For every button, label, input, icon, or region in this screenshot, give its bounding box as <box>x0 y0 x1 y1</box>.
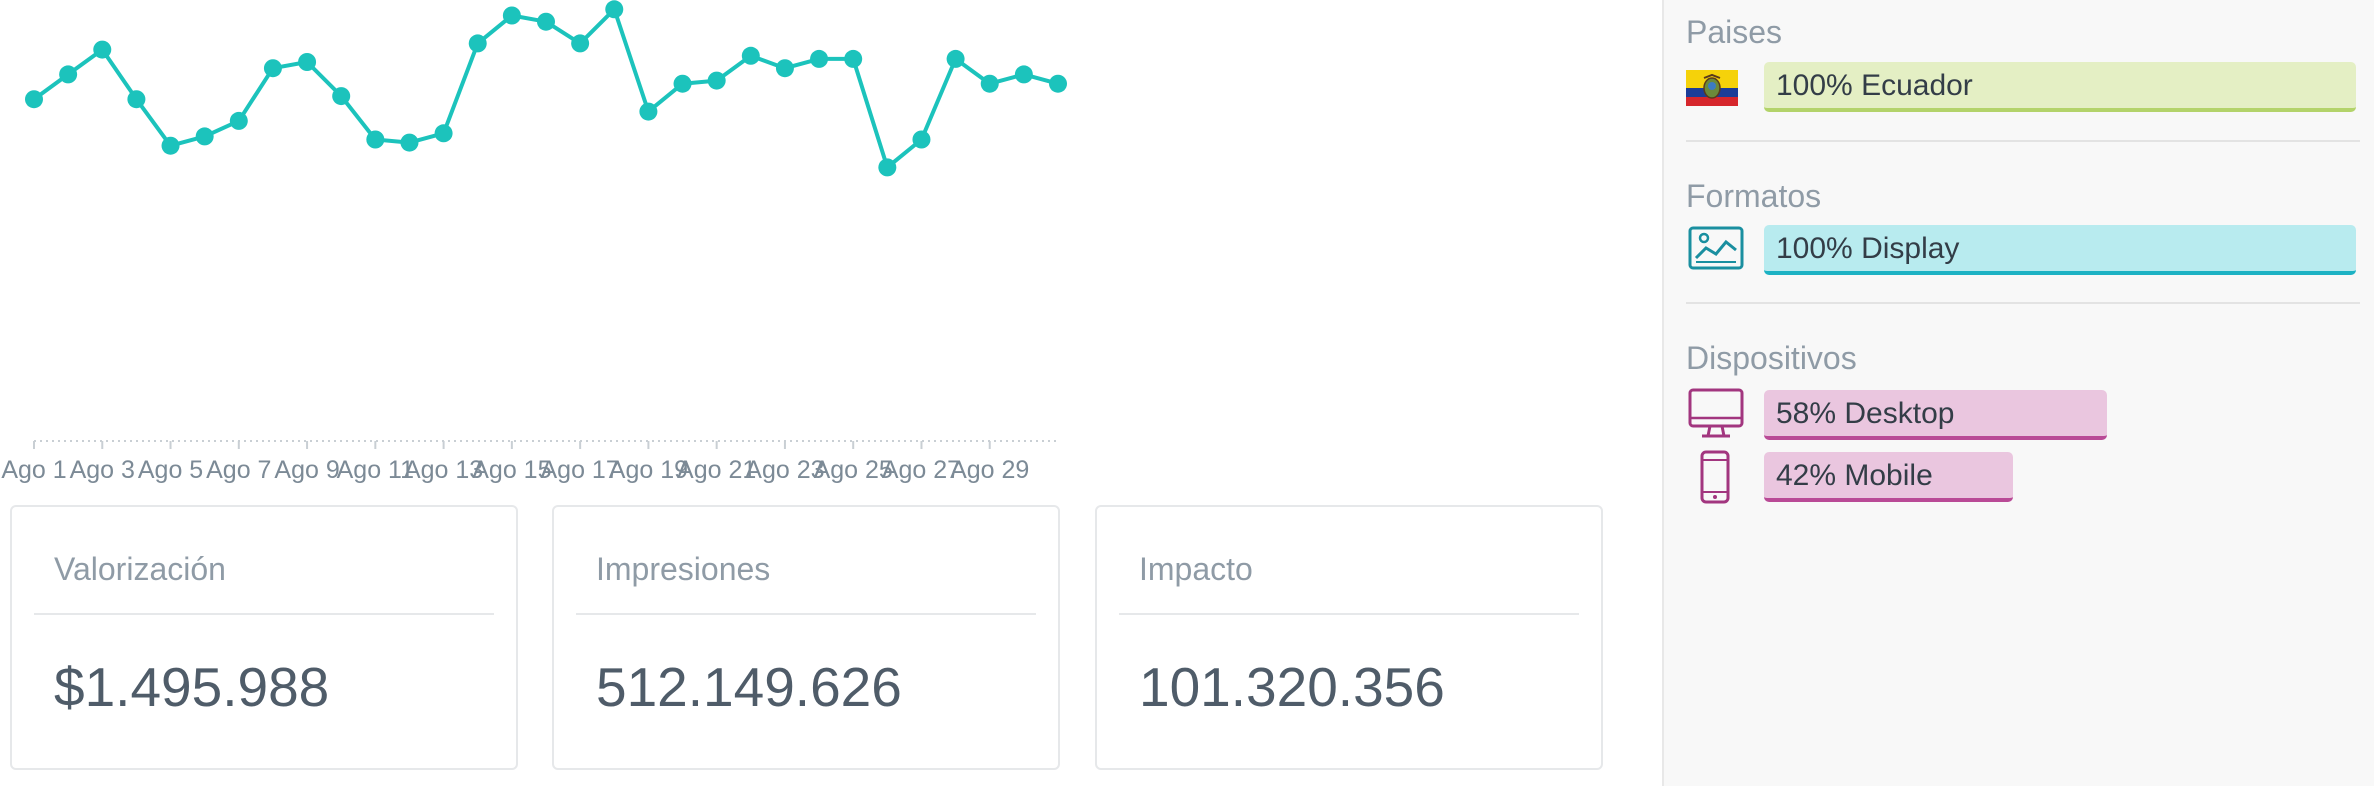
card-value: $1.495.988 <box>54 656 330 718</box>
data-point[interactable] <box>537 12 555 31</box>
data-point[interactable] <box>400 133 419 152</box>
data-point[interactable] <box>195 127 214 146</box>
mobile-icon <box>1700 450 1730 504</box>
data-point[interactable] <box>229 111 248 130</box>
x-tick-label: Ago 5 <box>138 456 203 484</box>
desktop-icon <box>1688 388 1744 440</box>
data-point[interactable] <box>298 53 317 71</box>
data-point[interactable] <box>912 130 931 149</box>
x-tick-label: Ago 15 <box>472 456 551 484</box>
x-tick-label: Ago 21 <box>677 456 756 484</box>
breakdown-sidebar: Paises 100% Ecuador Formatos 100% Displa… <box>1662 0 2374 786</box>
data-point[interactable] <box>605 0 624 19</box>
formatos-title: Formatos <box>1686 178 1822 214</box>
x-tick-label: Ago 23 <box>745 456 824 484</box>
x-tick-label: Ago 17 <box>541 456 620 484</box>
x-tick-label: Ago 7 <box>206 456 271 484</box>
data-point[interactable] <box>1049 74 1067 93</box>
data-point[interactable] <box>502 6 521 25</box>
card-divider <box>34 613 494 615</box>
desktop-bar: 58% Desktop <box>1764 390 2108 440</box>
data-point[interactable] <box>468 34 487 53</box>
section-divider <box>1686 302 2360 304</box>
data-point[interactable] <box>980 74 999 93</box>
x-tick-label: Ago 1 <box>1 456 66 484</box>
data-point[interactable] <box>1014 65 1033 84</box>
data-point[interactable] <box>571 34 590 53</box>
card-divider <box>1119 613 1579 615</box>
line-chart: Ago 1 Ago 3 Ago 5 Ago 7 Ago 9 Ago 11 Ago 13 Ago… <box>0 0 1640 500</box>
data-point[interactable] <box>639 102 658 121</box>
series-line <box>32 7 1059 170</box>
data-point[interactable] <box>673 74 692 93</box>
data-point[interactable] <box>59 65 78 84</box>
section-divider <box>1686 140 2360 142</box>
display-bar: 100% Display <box>1764 225 2356 275</box>
data-point[interactable] <box>25 90 43 109</box>
impacto-card: Impacto 101.320.356 <box>1095 505 1603 770</box>
x-tick-label: Ago 9 <box>274 456 339 484</box>
data-point[interactable] <box>161 136 180 155</box>
paises-title: Paises <box>1686 14 1783 50</box>
card-title: Impacto <box>1139 551 1253 587</box>
data-point[interactable] <box>263 59 282 78</box>
x-tick-label: Ago 13 <box>404 456 483 484</box>
x-tick-label: Ago 25 <box>814 456 893 484</box>
card-value: 101.320.356 <box>1139 656 1445 718</box>
x-tick-label: Ago 11 <box>337 456 414 484</box>
data-point[interactable] <box>741 46 760 65</box>
x-tick-label: Ago 27 <box>882 456 961 484</box>
dispositivos-title: Dispositivos <box>1686 340 1857 376</box>
mobile-bar: 42% Mobile <box>1764 452 2013 502</box>
card-title: Impresiones <box>596 551 771 587</box>
card-value: 512.149.626 <box>596 656 902 718</box>
data-point[interactable] <box>844 49 863 68</box>
data-point[interactable] <box>946 49 965 68</box>
valorizacion-card: Valorización $1.495.988 <box>10 505 518 770</box>
data-point[interactable] <box>434 124 453 143</box>
data-point[interactable] <box>332 87 351 106</box>
data-point[interactable] <box>878 158 897 177</box>
ecuador-bar: 100% Ecuador <box>1764 62 2356 112</box>
x-tick-label: Ago 29 <box>950 456 1029 484</box>
card-title: Valorización <box>54 551 226 587</box>
data-point[interactable] <box>366 130 385 149</box>
card-divider <box>576 613 1036 615</box>
x-tick-label: Ago 19 <box>609 456 688 484</box>
data-point[interactable] <box>810 49 829 68</box>
data-point[interactable] <box>93 40 112 59</box>
data-point[interactable] <box>127 90 146 109</box>
x-tick-label: Ago 3 <box>70 456 135 484</box>
image-icon <box>1688 226 1744 270</box>
data-point[interactable] <box>775 59 794 78</box>
data-point[interactable] <box>707 71 726 90</box>
ecuador-flag-icon <box>1686 70 1738 106</box>
impresiones-card: Impresiones 512.149.626 <box>552 505 1060 770</box>
